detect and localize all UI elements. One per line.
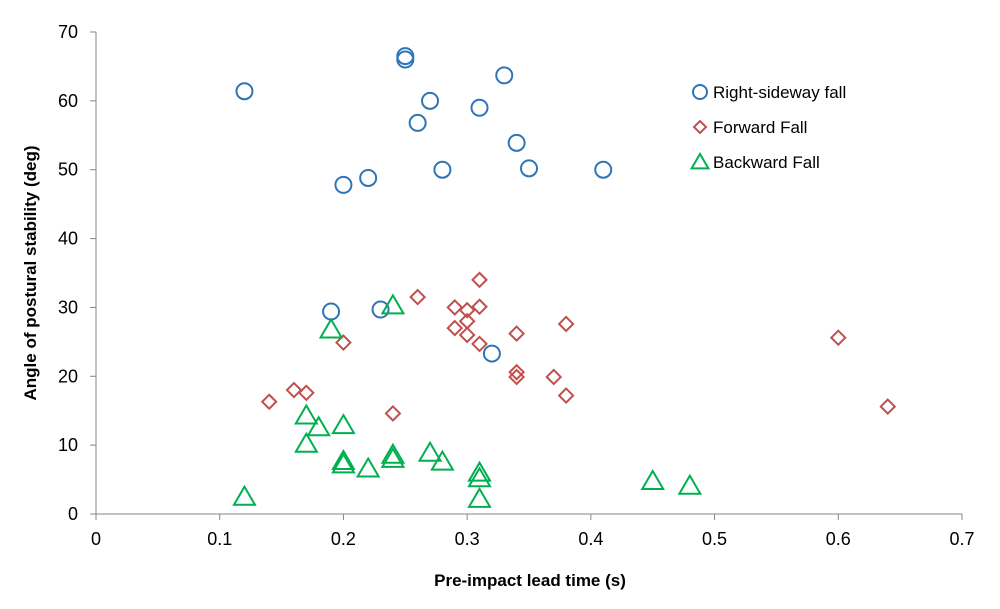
series-diamond <box>260 271 897 422</box>
diamond-point <box>297 384 315 402</box>
circle-point <box>495 66 514 85</box>
x-tick-label: 0.4 <box>578 529 603 549</box>
y-tick-label: 10 <box>58 435 78 455</box>
x-tick-label: 0.2 <box>331 529 356 549</box>
triangle-point <box>640 468 665 490</box>
y-tick-label: 20 <box>58 366 78 386</box>
diamond-point <box>879 398 897 415</box>
diamond-point <box>285 381 303 399</box>
legend: Right-sideway fall Forward Fall Backward F… <box>689 83 846 172</box>
triangle-point <box>331 413 356 435</box>
legend-triangle-marker <box>689 152 711 170</box>
diamond-point <box>829 329 847 347</box>
x-axis-title: Pre-impact lead time (s) <box>434 571 626 590</box>
x-axis-ticks: 0 0.1 0.2 0.3 0.4 0.5 0.6 0.7 <box>91 514 975 549</box>
triangle-point <box>294 403 319 425</box>
diamond-point <box>471 335 488 353</box>
legend-item: Forward Fall <box>692 118 807 137</box>
diamond-point <box>446 299 464 316</box>
triangle-point <box>380 293 406 315</box>
y-tick-label: 60 <box>58 91 78 111</box>
circle-point <box>470 98 489 117</box>
y-tick-label: 50 <box>58 160 78 180</box>
circle-point <box>507 133 526 152</box>
diamond-point <box>508 368 526 386</box>
triangle-point <box>294 431 319 453</box>
y-tick-label: 0 <box>68 504 78 524</box>
diamond-point <box>335 334 352 351</box>
triangle-point <box>380 446 406 468</box>
diamond-point <box>471 271 488 289</box>
x-tick-label: 0.6 <box>826 529 851 549</box>
x-tick-label: 0.7 <box>949 529 974 549</box>
diamond-point <box>458 301 476 319</box>
diamond-point <box>557 387 575 404</box>
legend-circle-marker <box>692 84 708 100</box>
triangle-point <box>331 452 356 474</box>
diamond-point <box>508 325 526 343</box>
legend-label: Right-sideway fall <box>713 83 846 102</box>
legend-item: Backward Fall <box>689 152 820 172</box>
y-axis-title: Angle of postural stability (deg) <box>21 145 40 400</box>
circle-point <box>433 160 452 179</box>
axes <box>95 32 962 515</box>
x-tick-label: 0.3 <box>455 529 480 549</box>
diamond-point <box>557 315 575 333</box>
triangle-point <box>430 449 455 471</box>
diamond-point <box>260 393 278 411</box>
series-triangle <box>232 293 703 508</box>
circle-point <box>408 113 427 132</box>
diamond-point <box>458 326 476 344</box>
triangle-point <box>380 442 406 464</box>
x-tick-label: 0.1 <box>207 529 232 549</box>
y-axis-ticks: 0 10 20 30 40 50 60 70 <box>58 22 96 524</box>
diamond-point <box>508 363 526 381</box>
triangle-point <box>467 460 492 482</box>
y-tick-label: 30 <box>58 297 78 317</box>
circle-point <box>520 159 538 178</box>
diamond-point <box>384 405 402 422</box>
circle-point <box>235 82 254 101</box>
y-tick-label: 40 <box>58 229 78 249</box>
diamond-point <box>471 298 488 316</box>
diamond-point <box>409 288 427 306</box>
triangle-point <box>232 484 257 506</box>
x-tick-label: 0.5 <box>702 529 727 549</box>
legend-item: Right-sideway fall <box>692 83 846 102</box>
circle-point <box>594 160 613 179</box>
triangle-point <box>306 415 331 437</box>
circle-point <box>396 47 415 66</box>
circle-point <box>421 91 440 110</box>
legend-label: Backward Fall <box>713 153 820 172</box>
data-points <box>232 47 897 508</box>
triangle-point <box>467 486 492 508</box>
circle-point <box>359 168 378 187</box>
triangle-point <box>467 466 492 488</box>
legend-label: Forward Fall <box>713 118 807 137</box>
circle-point <box>371 300 390 319</box>
circle-point <box>334 175 353 194</box>
y-tick-label: 70 <box>58 22 78 42</box>
series-circle <box>235 47 613 363</box>
triangle-point <box>677 473 703 495</box>
circle-point <box>396 50 415 69</box>
diamond-point <box>545 368 563 386</box>
x-tick-label: 0 <box>91 529 101 549</box>
triangle-point <box>355 456 381 478</box>
circle-point <box>322 302 341 321</box>
triangle-point <box>417 440 443 462</box>
triangle-point <box>318 317 344 339</box>
circle-point <box>482 344 501 363</box>
legend-diamond-marker <box>692 119 708 135</box>
diamond-point <box>446 319 464 337</box>
triangle-point <box>331 448 356 470</box>
